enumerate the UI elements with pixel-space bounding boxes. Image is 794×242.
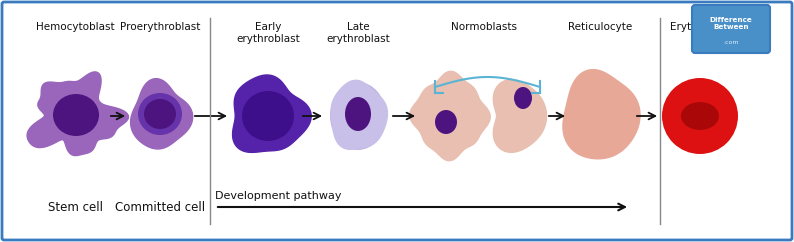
Text: .com: .com bbox=[723, 40, 738, 45]
Polygon shape bbox=[27, 72, 129, 156]
Text: Development pathway: Development pathway bbox=[215, 191, 341, 201]
Polygon shape bbox=[410, 71, 490, 161]
Text: Erythrocyte: Erythrocyte bbox=[669, 22, 730, 32]
Text: Committed cell: Committed cell bbox=[115, 201, 205, 214]
Polygon shape bbox=[130, 79, 193, 149]
Ellipse shape bbox=[345, 97, 371, 131]
Circle shape bbox=[662, 78, 738, 154]
Text: Stem cell: Stem cell bbox=[48, 201, 102, 214]
Polygon shape bbox=[493, 80, 546, 152]
Polygon shape bbox=[563, 70, 640, 159]
Ellipse shape bbox=[144, 99, 176, 129]
Ellipse shape bbox=[514, 87, 532, 109]
Ellipse shape bbox=[138, 93, 182, 135]
Text: Hemocytoblast: Hemocytoblast bbox=[36, 22, 114, 32]
Ellipse shape bbox=[435, 110, 457, 134]
FancyBboxPatch shape bbox=[2, 2, 792, 240]
Ellipse shape bbox=[53, 94, 99, 136]
Text: Early
erythroblast: Early erythroblast bbox=[236, 22, 300, 44]
FancyBboxPatch shape bbox=[692, 5, 770, 53]
Polygon shape bbox=[331, 80, 387, 149]
Ellipse shape bbox=[242, 91, 294, 141]
Ellipse shape bbox=[330, 82, 386, 150]
Text: Proerythroblast: Proerythroblast bbox=[120, 22, 200, 32]
Text: Late
erythroblast: Late erythroblast bbox=[326, 22, 390, 44]
Text: Difference
Between: Difference Between bbox=[710, 17, 753, 30]
Polygon shape bbox=[233, 75, 311, 152]
Text: Reticulocyte: Reticulocyte bbox=[568, 22, 632, 32]
Text: Normoblasts: Normoblasts bbox=[451, 22, 517, 32]
Ellipse shape bbox=[681, 102, 719, 130]
